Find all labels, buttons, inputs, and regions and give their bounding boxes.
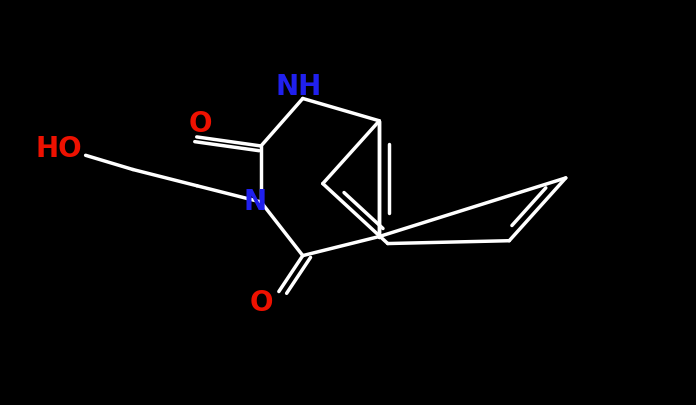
Text: O: O — [250, 288, 274, 316]
Text: O: O — [189, 109, 212, 137]
Text: NH: NH — [276, 73, 322, 101]
Text: HO: HO — [36, 135, 82, 162]
Text: N: N — [244, 188, 267, 215]
